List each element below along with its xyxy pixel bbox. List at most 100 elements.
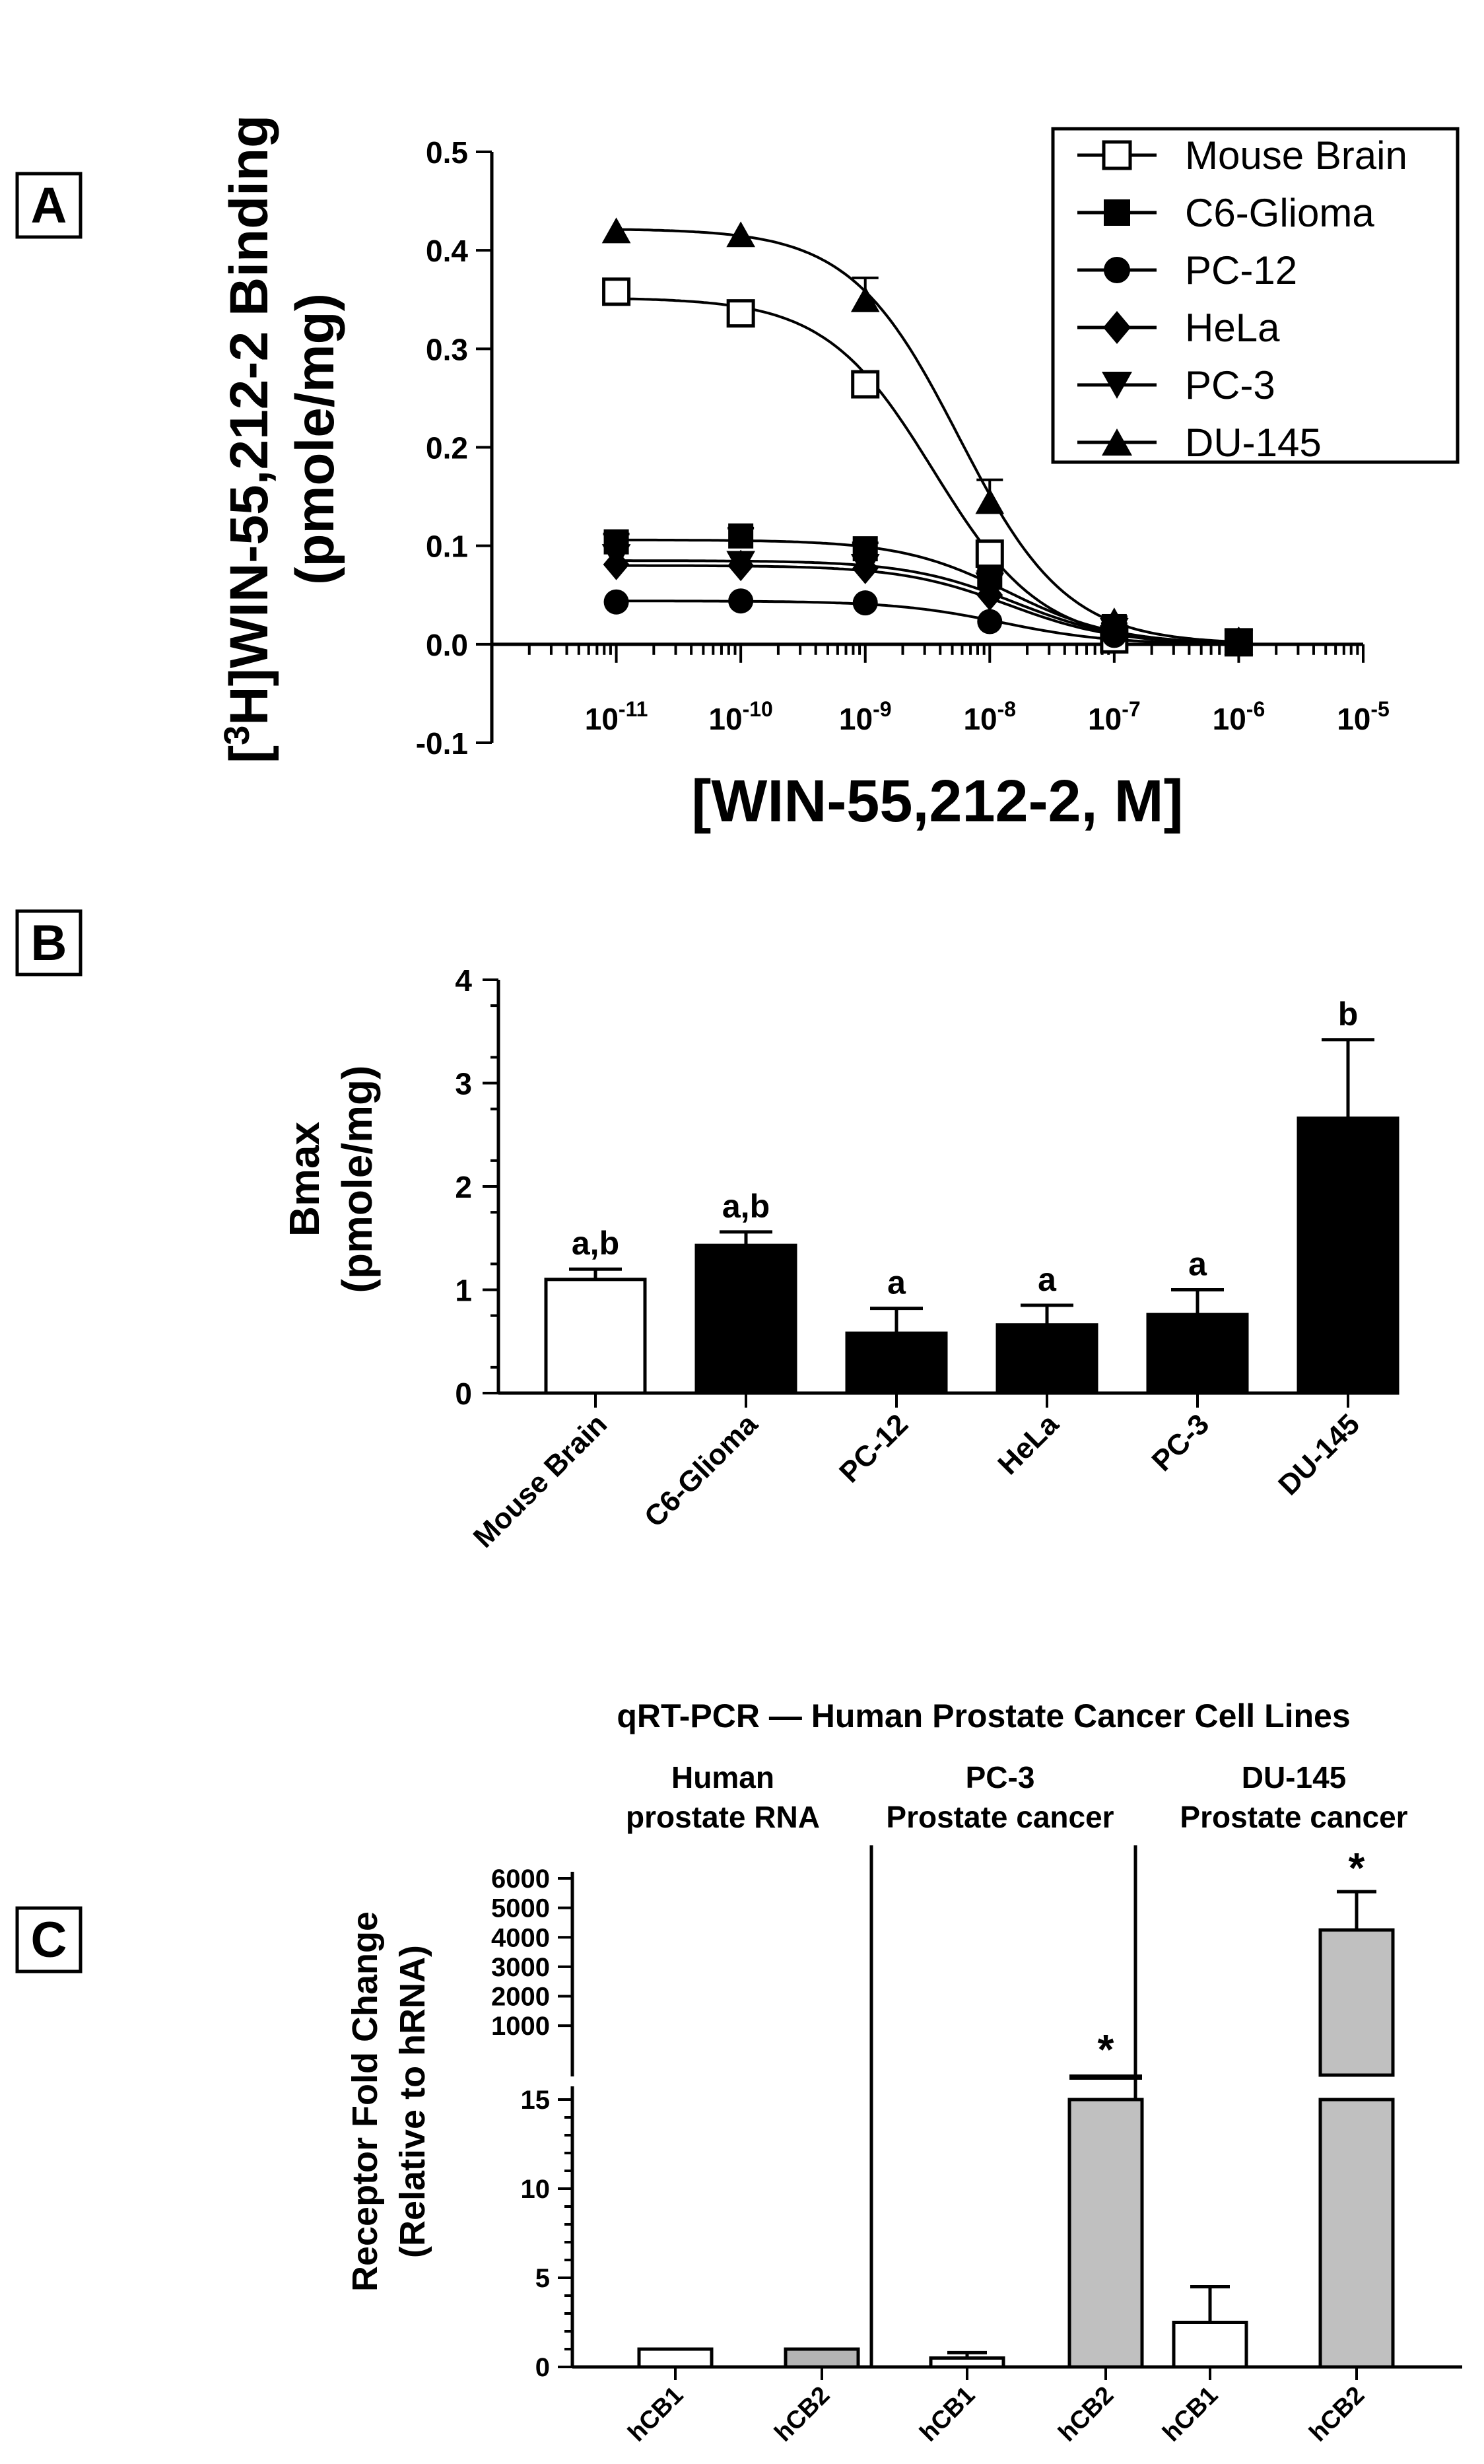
panel-c-ylabel-2: (Relative to hRNA) (393, 1945, 432, 2258)
panel-c-bar (929, 2356, 1005, 2369)
panel-c-y-tick-label-lower: 10 (521, 2175, 551, 2204)
panel-a-y-tick-label: 0.4 (426, 234, 468, 268)
panel-a-legend-marker (1104, 257, 1130, 283)
panel-a-ylabel-1: [3H]WIN-55,212-2 Binding (217, 115, 279, 763)
panel-b-x-tick-label: Mouse Brain (467, 1408, 613, 1554)
panel-c-group-label-line1: PC-3 (966, 1760, 1035, 1795)
panel-c-group-label-line2: prostate RNA (626, 1800, 820, 1834)
panel-a-data-point (975, 539, 1004, 568)
panel-a-y-tick-label: -0.1 (416, 726, 468, 761)
tick-base: 10 (839, 702, 873, 736)
panel-a-legend-marker (1102, 428, 1132, 456)
panel-a-x-tick-label: 10-6 (1213, 697, 1265, 736)
panel-a-legend-marker (1102, 140, 1132, 170)
panel-c-bar-upper-segment (1069, 2074, 1142, 2080)
panel-c-title: qRT-PCR — Human Prostate Cancer Cell Lin… (617, 1697, 1350, 1734)
panel-label-b: B (15, 909, 83, 976)
panel-c-y-tick-label-upper: 2000 (491, 1983, 550, 2012)
panel-a-fit-curve (616, 559, 1239, 644)
panel-a-data-point (975, 488, 1005, 514)
panel-b-bar-annotation: a,b (572, 1225, 619, 1262)
panel-a-fit-curve (616, 538, 1239, 644)
panel-a-data-point (601, 217, 631, 244)
panel-c-x-tick-label: hCB2 (769, 2381, 835, 2447)
panel-b-x-tick-label: PC-3 (1146, 1408, 1216, 1478)
tick-exponent: -9 (873, 697, 891, 721)
panel-b-bar-annotation: a (887, 1264, 906, 1301)
tick-base: 10 (1088, 702, 1122, 736)
tick-exponent: -7 (1122, 697, 1140, 721)
panel-b-x-tick-label: HeLa (992, 1408, 1065, 1481)
panel-a-x-tick-label: 10-8 (963, 697, 1016, 736)
tick-base: 10 (1213, 702, 1246, 736)
panel-a-data-point (850, 553, 880, 580)
panel-a-y-tick-label: 0.3 (426, 332, 468, 366)
panel-a-xlabel: [WIN-55,212-2, M] (691, 769, 1183, 835)
panel-a-legend-box (1051, 127, 1460, 464)
panel-c-x-tick-label: hCB2 (1304, 2381, 1370, 2447)
panel-a-data-point (977, 609, 1003, 634)
panel-c-significance-marker: * (1349, 1844, 1365, 1892)
panel-b-y-tick-label: 1 (455, 1274, 472, 1308)
panel-a-y-tick-label: 0.1 (426, 530, 468, 564)
svg-text:A: A (31, 178, 67, 234)
panel-a-x-tick-label: 10-10 (708, 697, 772, 736)
tick-exponent: -8 (997, 697, 1016, 721)
tick-base: 10 (585, 702, 619, 736)
panel-a-legend-label: DU-145 (1185, 421, 1322, 465)
panel-c-y-tick-label-upper: 3000 (491, 1953, 550, 1982)
panel-a-data-point (1100, 607, 1129, 634)
panel-a-legend-label: PC-12 (1185, 248, 1297, 292)
panel-a-data-point (850, 286, 880, 312)
tick-base: 10 (708, 702, 742, 736)
panel-c-y-tick-label-upper: 5000 (491, 1894, 550, 1923)
panel-b-bar-annotation: a,b (722, 1188, 770, 1225)
panel-a-series-pc-3 (601, 544, 1254, 656)
panel-a-ylabel-2: (pmole/mg) (285, 293, 345, 585)
panel-label-c: C (15, 1906, 83, 1973)
panel-b-x-tick-label: C6-Glioma (638, 1408, 764, 1534)
panel-b-y-tick-label: 2 (455, 1170, 472, 1204)
panel-c-bar (784, 2347, 860, 2369)
panel-c-y-tick-label-lower: 15 (521, 2086, 551, 2115)
panel-b-bar-annotation: b (1338, 996, 1359, 1033)
panel-c-x-tick-label: hCB2 (1053, 2381, 1119, 2447)
panel-a-data-point (726, 551, 755, 577)
panel-b-ylabel-2: (pmole/mg) (333, 1066, 381, 1293)
panel-a-series-du-145 (601, 217, 1254, 655)
panel-a-data-point (602, 277, 631, 306)
panel-b-x-tick-label: DU-145 (1272, 1408, 1366, 1501)
panel-c-y-tick-label-lower: 5 (535, 2264, 550, 2293)
tick-exponent: -6 (1246, 697, 1265, 721)
panel-b-bar (1297, 1116, 1400, 1395)
panel-c-group-label-line1: DU-145 (1242, 1760, 1347, 1795)
panel-a-fit-curve (616, 599, 1239, 645)
panel-b-bar (1146, 1313, 1249, 1395)
panel-b-y-tick-label: 0 (455, 1377, 472, 1411)
panel-a-fit-curve (616, 228, 1239, 644)
panel-c-group-label-line1: Human (671, 1760, 774, 1795)
panel-c-group-label-line2: Prostate cancer (1180, 1800, 1407, 1834)
panel-b-bar-annotation: a (1038, 1261, 1057, 1298)
panel-b-y-tick-label: 4 (455, 963, 472, 998)
panel-b-bar (544, 1278, 647, 1395)
panel-b-bar-annotation: a (1188, 1246, 1207, 1283)
panel-a-data-point (975, 572, 1005, 599)
panel-a-data-point (851, 370, 880, 399)
panel-a-legend-marker (1104, 199, 1130, 226)
panel-a-y-tick-label: 0.2 (426, 431, 468, 465)
panel-b-bar (845, 1331, 948, 1395)
panel-c-bar-lower-segment (1318, 2098, 1395, 2369)
panel-b-chart: 0 1 2 3 4 a,b Mouse Brain a,b C6-Glioma a PC-12 a He… (455, 963, 1400, 1554)
panel-b-bar (694, 1243, 797, 1395)
panel-a-legend-label: HeLa (1185, 306, 1280, 350)
panel-a-legend-marker (1102, 372, 1132, 399)
panel-b-ylabel-1: Bmax (281, 1121, 328, 1237)
tick-base: 10 (963, 702, 997, 736)
panel-a-legend: Mouse Brain C6-Glioma PC-12 HeLa PC-3 DU-145 (1051, 127, 1460, 465)
panel-c-x-tick-label: hCB1 (1157, 2381, 1223, 2447)
panel-a-x-tick-label: 10-5 (1337, 697, 1390, 736)
